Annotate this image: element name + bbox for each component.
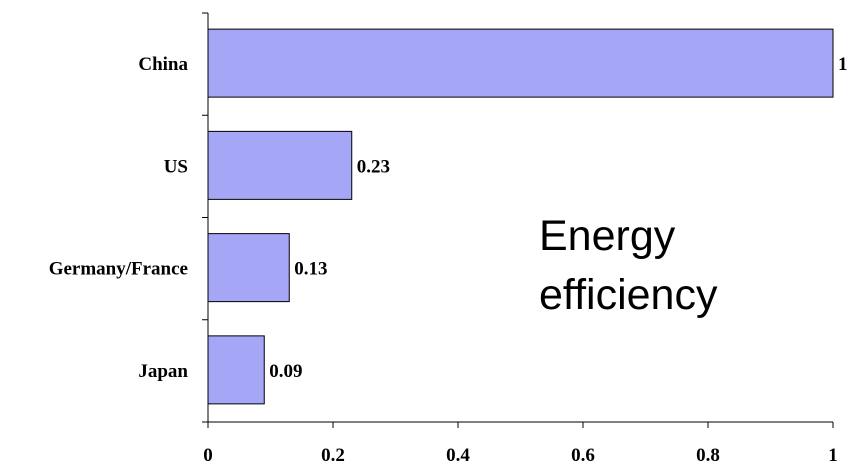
x-ticks-group: 0 0.2 0.4 0.6 0.8 1 [202,12,838,466]
annotation-line-2: efficiency [539,271,718,319]
x-tick-label: 0.4 [446,445,470,466]
x-tick-label: 0 [203,445,213,466]
bar-us [207,130,353,200]
value-label: 0.13 [294,259,327,280]
category-labels-group: China US Germany/France Japan [49,54,189,382]
bar-china [207,28,834,98]
x-tick-label: 0.6 [571,445,595,466]
bar-germany-france [207,233,290,303]
category-label: Japan [138,361,188,382]
annotation-text: Energy efficiency [539,212,718,319]
value-label: 0.23 [357,156,390,177]
value-label: 1 [838,54,848,75]
x-tick-label: 1 [828,445,838,466]
value-label: 0.09 [269,361,302,382]
category-label: US [164,156,188,177]
category-label: Germany/France [49,259,188,280]
bars-group [207,28,834,405]
bar-japan [207,335,265,405]
x-tick-label: 0.8 [696,445,720,466]
annotation-line-1: Energy [539,212,676,260]
category-label: China [138,54,188,75]
value-labels-group: 1 0.23 0.13 0.09 [269,54,847,382]
x-tick-label: 0.2 [321,445,345,466]
